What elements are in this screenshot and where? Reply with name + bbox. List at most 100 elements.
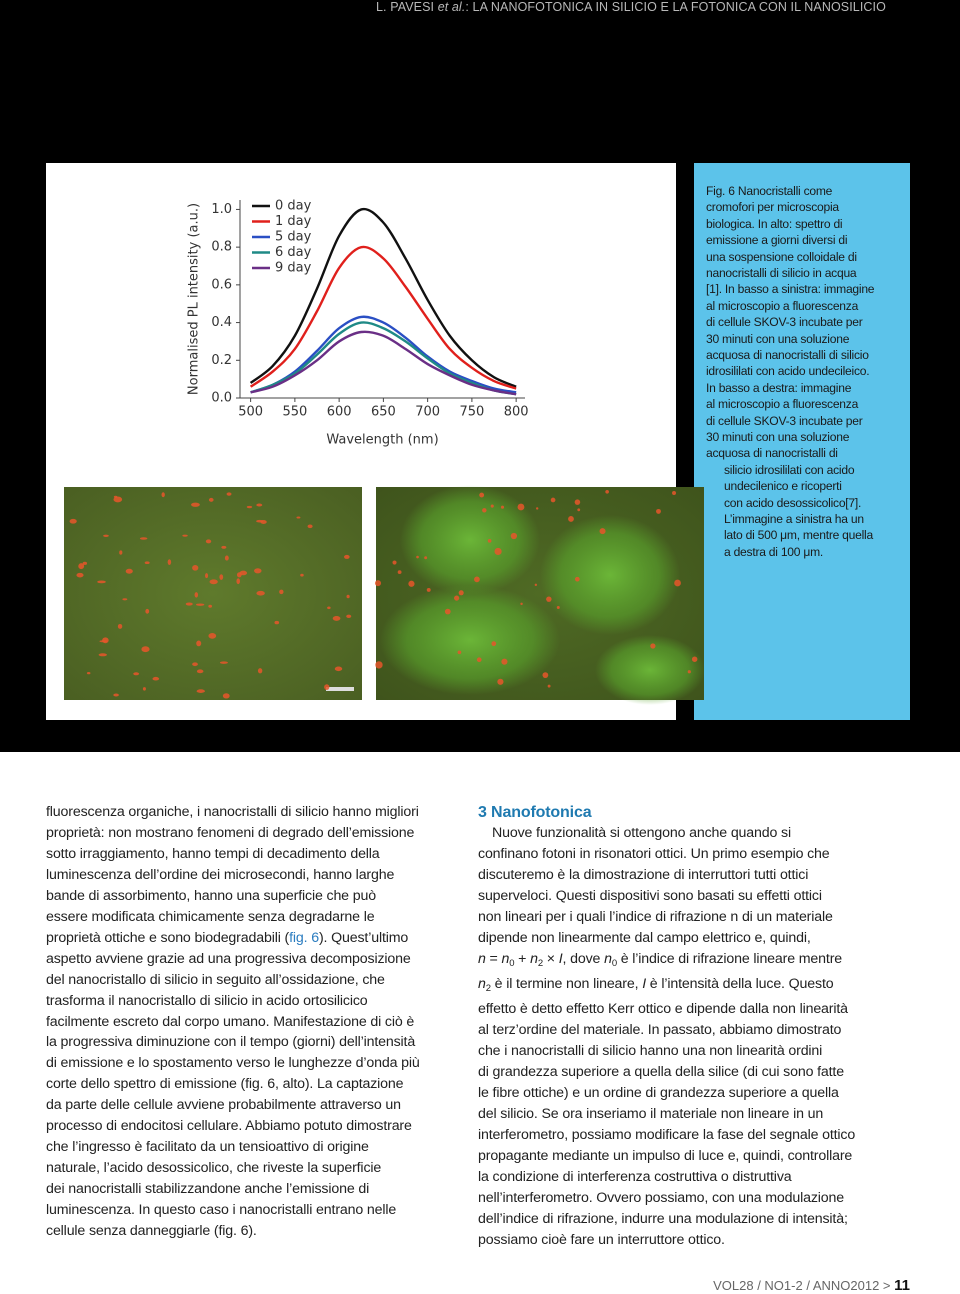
text-line: cellule senza danneggiarle (fig. 6).	[46, 1223, 257, 1240]
spot	[416, 555, 419, 559]
text-line: proprietà: non mostrano fenomeni di degr…	[46, 824, 415, 841]
caption-line: 30 minuti con una soluzione	[706, 331, 850, 346]
series-line	[250, 330, 517, 396]
spot	[501, 658, 508, 665]
caption-line: L’immagine a sinistra ha un	[724, 512, 864, 526]
section-heading: 3 Nanofotonica	[478, 804, 592, 821]
header-text: L. PAVESI	[376, 0, 438, 14]
text-line: fluorescenza organiche, i nanocristalli …	[46, 804, 419, 820]
x-tick-label: 750	[459, 405, 484, 420]
y-tick-label: 0.4	[211, 315, 232, 330]
text-line: interferometro, possiamo modificare la f…	[478, 1127, 856, 1143]
page-number: 11	[894, 1277, 910, 1294]
y-tick-label: 0.0	[211, 391, 232, 406]
spot	[494, 547, 502, 556]
text-line: dell’indice di rifrazione, indurre una m…	[478, 1211, 848, 1227]
series-line	[249, 207, 517, 388]
text-line: che i nanocristalli di silicio hanno una…	[478, 1043, 823, 1059]
text-line: n2 è il termine non lineare, I è l’inten…	[478, 974, 855, 999]
spot	[236, 578, 240, 585]
caption-line: emissione a giorni diversi di	[706, 233, 848, 248]
spot	[444, 608, 451, 615]
spot	[254, 568, 262, 574]
spot	[454, 595, 460, 601]
caption-line: Fig. 6 Nanocristalli come	[706, 184, 833, 198]
spot	[221, 545, 227, 549]
caption-line: 30 minuti con una soluzione	[706, 430, 850, 444]
spot	[196, 689, 205, 693]
spot	[397, 570, 402, 575]
spot	[605, 489, 609, 494]
spot	[535, 507, 539, 510]
caption-line: biologica. In alto: spettro di	[706, 216, 843, 231]
spot	[691, 656, 698, 662]
text-line: del nanocristallo di silicio in seguito …	[46, 971, 385, 988]
cell	[595, 635, 705, 705]
spot	[307, 524, 313, 529]
spot	[517, 503, 525, 511]
spot	[408, 580, 415, 587]
text-line: discuteremo è la dimostrazione di interr…	[478, 867, 809, 883]
running-header: L. PAVESI et al.: LA NANOFOTONICA IN SIL…	[376, 0, 886, 14]
spot	[256, 590, 265, 596]
spot	[520, 602, 523, 606]
spot	[599, 528, 606, 535]
caption-line: con acido desossicolico[7].	[724, 495, 862, 510]
caption-line: una sospensione colloidale di	[706, 249, 857, 264]
caption-line: In basso a destra: immagine	[706, 380, 852, 395]
text-line: luminescenza dell’ordine dei microsecond…	[46, 866, 395, 883]
text-line: sotto irraggiamento, hanno tempi di deca…	[46, 845, 380, 862]
spot	[192, 662, 198, 667]
spot	[161, 492, 165, 498]
spot	[474, 576, 480, 583]
x-tick-label: 800	[504, 405, 529, 420]
spot	[208, 497, 214, 502]
spot	[574, 576, 580, 582]
spot	[256, 503, 263, 507]
spot	[102, 637, 109, 644]
spot	[274, 620, 280, 625]
body-column-right: 3 Nanofotonica Nuove funzionalità si otte…	[478, 802, 855, 1251]
text-line: Nuove funzionalità si ottengono anche qu…	[492, 825, 791, 841]
text-line: di emissione e lo spostamento verso le l…	[46, 1055, 420, 1072]
micrograph-left	[64, 487, 362, 700]
text-run: fig. 6	[289, 929, 319, 946]
spot	[346, 594, 350, 599]
spot	[577, 508, 581, 512]
text-line: essere modificata chimicamente senza deg…	[46, 908, 375, 925]
spot	[196, 669, 204, 674]
text-run: 2	[485, 983, 491, 994]
caption-line: acquosa di nanocristalli di	[706, 446, 838, 461]
spot	[374, 580, 382, 587]
caption-line: undecilenico e ricoperti	[724, 479, 842, 494]
text-line: luminescenza. In questo caso i nanocrist…	[46, 1202, 397, 1219]
spot	[547, 684, 551, 688]
spot	[490, 504, 494, 508]
spot	[656, 508, 661, 514]
text-line: la condizione di interferenza costruttiv…	[478, 1169, 792, 1185]
spot	[167, 559, 172, 566]
figure-caption: Fig. 6 Nanocristalli come cromofori per m…	[694, 163, 910, 720]
spot	[687, 670, 691, 674]
text-run: ). Quest’ultimo	[318, 929, 409, 946]
spot	[195, 603, 205, 606]
text-line: aspetto avviene grazie ad una progressiv…	[46, 950, 411, 967]
spot	[133, 672, 140, 676]
spot	[139, 537, 148, 540]
spot	[182, 534, 188, 537]
spot	[332, 616, 341, 621]
spot	[546, 596, 552, 602]
header-text: : LA NANOFOTONICA IN SILICIO E LA FOTONI…	[465, 0, 886, 14]
text-line: trasforma il nanocristallo di silicio in…	[46, 992, 368, 1009]
spot	[542, 672, 549, 679]
text-line: bande di assorbimento, hanno una superfi…	[46, 887, 376, 904]
spot	[239, 570, 248, 576]
spot	[192, 565, 199, 571]
spot	[117, 623, 123, 629]
text-line: confinano fotoni in risonatori ottici. U…	[478, 846, 830, 862]
spot	[246, 505, 253, 509]
legend-label: 5 day	[275, 230, 312, 245]
spot	[257, 668, 263, 674]
spot	[476, 657, 482, 663]
